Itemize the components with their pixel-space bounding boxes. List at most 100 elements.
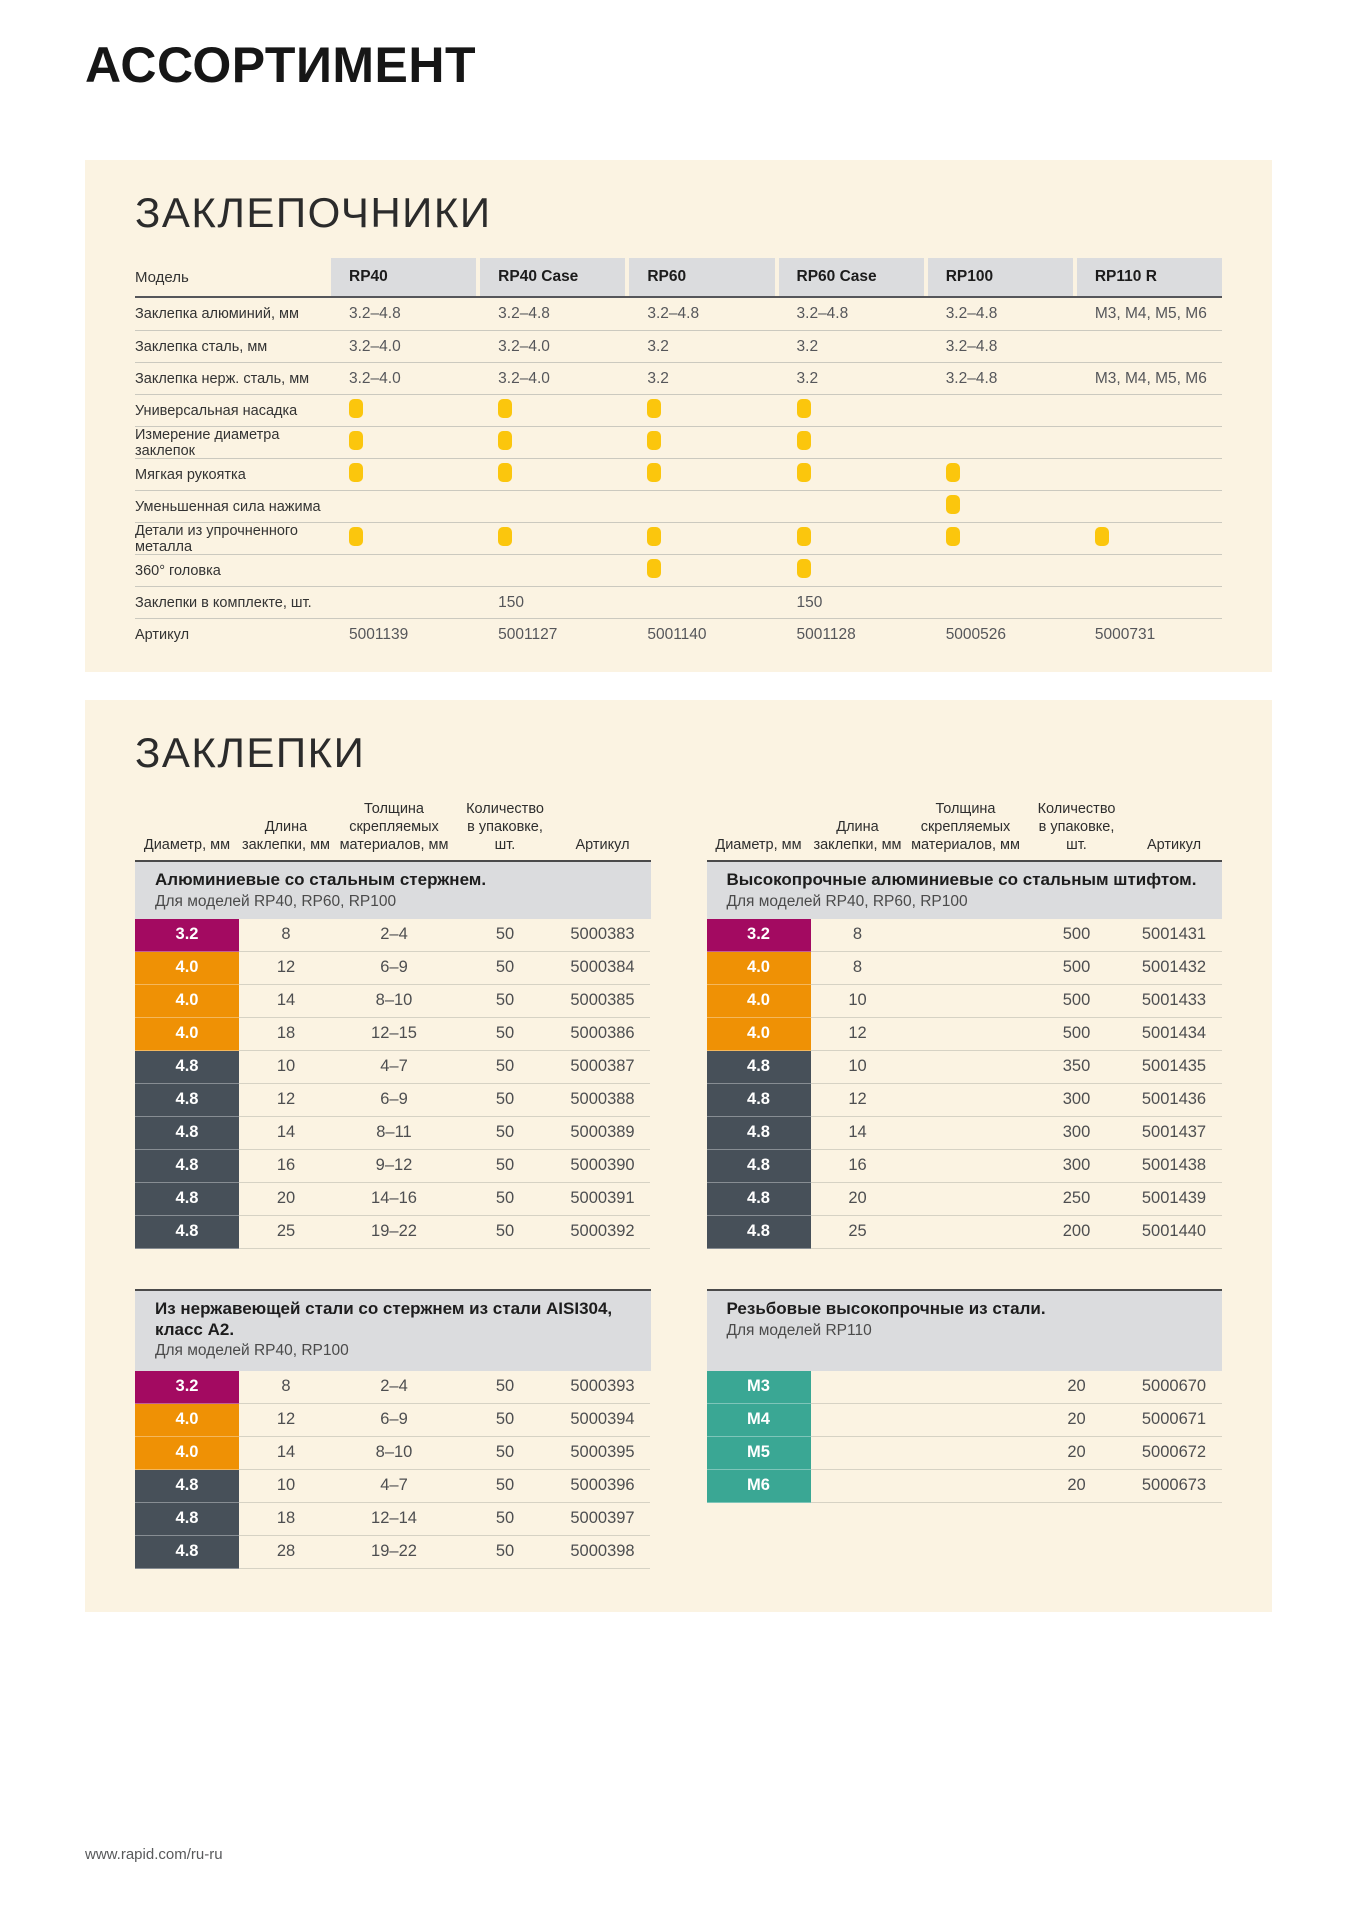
qty-cell: 300 bbox=[1026, 1117, 1127, 1150]
qty-cell: 50 bbox=[455, 952, 555, 985]
sku-cell: 5001436 bbox=[1126, 1084, 1222, 1117]
sku-cell: 5000395 bbox=[555, 1437, 650, 1470]
spec-label: Заклепки в комплекте, шт. bbox=[135, 594, 312, 611]
riveters-section-title: ЗАКЛЕПОЧНИКИ bbox=[135, 189, 492, 236]
thickness-cell: 12–15 bbox=[333, 1018, 455, 1051]
model-header-rp40-case: RP40 Case bbox=[480, 258, 626, 297]
spec-cell-rp60-case: 150 bbox=[796, 593, 823, 611]
column-header-diameter: Диаметр, мм bbox=[143, 837, 231, 854]
qty-cell: 500 bbox=[1026, 919, 1127, 952]
length-cell: 16 bbox=[239, 1150, 333, 1183]
footer-url: www.rapid.com/ru-ru bbox=[85, 1846, 223, 1863]
qty-cell: 50 bbox=[455, 1216, 555, 1249]
rivet-table-rows: 3.2 8 2–4 50 5000383 4.0 12 6–9 50 5000384 4.0 14 8–… bbox=[135, 918, 651, 1249]
sku-cell: 5000393 bbox=[555, 1371, 650, 1404]
feature-dot-icon bbox=[349, 462, 363, 482]
thickness-cell bbox=[904, 1437, 1027, 1470]
rivet-row: 4.0 12 500 5001434 bbox=[706, 1017, 1223, 1051]
length-cell: 20 bbox=[239, 1183, 333, 1216]
rivet-row: M3 20 5000670 bbox=[706, 1370, 1223, 1404]
diameter-cell: 4.8 bbox=[706, 1182, 811, 1216]
spec-label: Заклепка алюминий, мм bbox=[135, 306, 299, 323]
rivet-row: 3.2 8 2–4 50 5000383 bbox=[135, 918, 651, 952]
sku-cell: 5000384 bbox=[555, 952, 650, 985]
rivet-table: Диаметр, мм Длина заклепки, мм Толщина скр… bbox=[706, 796, 1223, 1249]
qty-cell: 50 bbox=[455, 1183, 555, 1216]
rivet-table-models: Для моделей RP40, RP60, RP100 bbox=[726, 892, 968, 910]
feature-dot-icon bbox=[647, 398, 662, 418]
rivet-row: 4.0 12 6–9 50 5000384 bbox=[135, 951, 651, 985]
feature-dot-icon bbox=[945, 462, 960, 482]
sku-cell: 5001433 bbox=[1126, 985, 1222, 1018]
thickness-cell bbox=[904, 1018, 1027, 1051]
length-cell: 25 bbox=[239, 1216, 333, 1249]
thickness-cell bbox=[904, 1216, 1027, 1249]
qty-cell: 50 bbox=[455, 1117, 555, 1150]
feature-dot-icon bbox=[796, 462, 811, 482]
riveters-row: Заклепки в комплекте, шт. 150 150 bbox=[135, 586, 1222, 618]
diameter-cell: 4.0 bbox=[135, 1403, 239, 1437]
spec-cell-rp60-case: 3.2 bbox=[796, 369, 819, 387]
length-cell: 16 bbox=[810, 1150, 905, 1183]
feature-dot-icon bbox=[498, 398, 513, 418]
qty-cell: 50 bbox=[455, 1051, 555, 1084]
qty-cell: 50 bbox=[455, 1404, 555, 1437]
spec-cell-rp60: 3.2 bbox=[647, 369, 669, 387]
thickness-cell: 8–10 bbox=[333, 1437, 455, 1470]
rivet-row: 4.8 16 9–12 50 5000390 bbox=[135, 1149, 651, 1183]
sku-cell: 5000383 bbox=[555, 919, 650, 952]
riveters-row: Мягкая рукоятка bbox=[135, 458, 1222, 490]
length-cell: 8 bbox=[239, 919, 333, 952]
riveters-row: Заклепка нерж. сталь, мм 3.2–4.0 3.2–4.0 3.… bbox=[135, 362, 1222, 394]
rivet-row: M4 20 5000671 bbox=[706, 1403, 1223, 1437]
length-cell: 10 bbox=[810, 985, 905, 1018]
riveters-row: 360° головка bbox=[135, 554, 1222, 586]
rivet-table: Из нержавеющей стали со стержнем из стал… bbox=[135, 1288, 651, 1569]
spec-label: Мягкая рукоятка bbox=[135, 466, 246, 483]
rivet-row: 4.0 14 8–10 50 5000395 bbox=[135, 1436, 651, 1470]
thickness-cell: 6–9 bbox=[333, 1404, 455, 1437]
column-header-qty: Количество в упаковке, шт. bbox=[466, 800, 544, 854]
length-cell bbox=[810, 1470, 905, 1503]
spec-label: Уменьшенная сила нажима bbox=[135, 498, 321, 515]
spec-cell-rp60 bbox=[629, 430, 774, 455]
thickness-cell bbox=[904, 1371, 1027, 1404]
thickness-cell bbox=[904, 1470, 1027, 1503]
spec-cell-rp100 bbox=[928, 526, 1073, 551]
sku-cell: 5000388 bbox=[555, 1084, 650, 1117]
rivet-table-rows: M3 20 5000670 M4 20 5000671 M5 20 5000672 M6 20 500… bbox=[706, 1370, 1223, 1503]
qty-cell: 20 bbox=[1026, 1404, 1127, 1437]
sku-cell: 5000670 bbox=[1126, 1371, 1222, 1404]
feature-dot-icon bbox=[796, 398, 811, 418]
qty-cell: 50 bbox=[455, 1437, 555, 1470]
spec-cell-rp40 bbox=[331, 462, 476, 487]
qty-cell: 50 bbox=[455, 1150, 555, 1183]
spec-cell-rp40-case: 3.2–4.0 bbox=[498, 369, 550, 387]
length-cell: 10 bbox=[810, 1051, 905, 1084]
diameter-cell: 4.8 bbox=[135, 1215, 239, 1249]
spec-cell-rp110-r bbox=[1077, 526, 1222, 551]
spec-label: Заклепка нерж. сталь, мм bbox=[135, 370, 310, 387]
diameter-cell: M5 bbox=[706, 1436, 811, 1470]
spec-label: Детали из упрочненного металла bbox=[135, 522, 298, 555]
model-column-header: Модель bbox=[135, 268, 189, 286]
rivet-table-title-band: Из нержавеющей стали со стержнем из стал… bbox=[135, 1288, 651, 1371]
spec-cell-rp100: 3.2–4.8 bbox=[945, 337, 998, 355]
diameter-cell: 4.8 bbox=[135, 1116, 239, 1150]
length-cell: 8 bbox=[810, 952, 905, 985]
sku-cell: 5000392 bbox=[555, 1216, 650, 1249]
length-cell bbox=[810, 1404, 905, 1437]
sku-cell: 5001440 bbox=[1126, 1216, 1222, 1249]
qty-cell: 50 bbox=[455, 919, 555, 952]
spec-cell-rp60: 3.2–4.8 bbox=[647, 305, 700, 323]
length-cell bbox=[810, 1437, 905, 1470]
sku-cell: 5000671 bbox=[1126, 1404, 1222, 1437]
sku-cell: 5001437 bbox=[1126, 1117, 1222, 1150]
model-header-rp60: RP60 bbox=[629, 258, 775, 297]
length-cell: 14 bbox=[810, 1117, 905, 1150]
spec-cell-rp40-case: 3.2–4.8 bbox=[498, 305, 550, 323]
length-cell: 12 bbox=[239, 952, 333, 985]
feature-dot-icon bbox=[498, 430, 513, 450]
spec-cell-rp60-case: 3.2–4.8 bbox=[796, 305, 849, 323]
rivet-row: 4.8 25 200 5001440 bbox=[706, 1215, 1223, 1249]
